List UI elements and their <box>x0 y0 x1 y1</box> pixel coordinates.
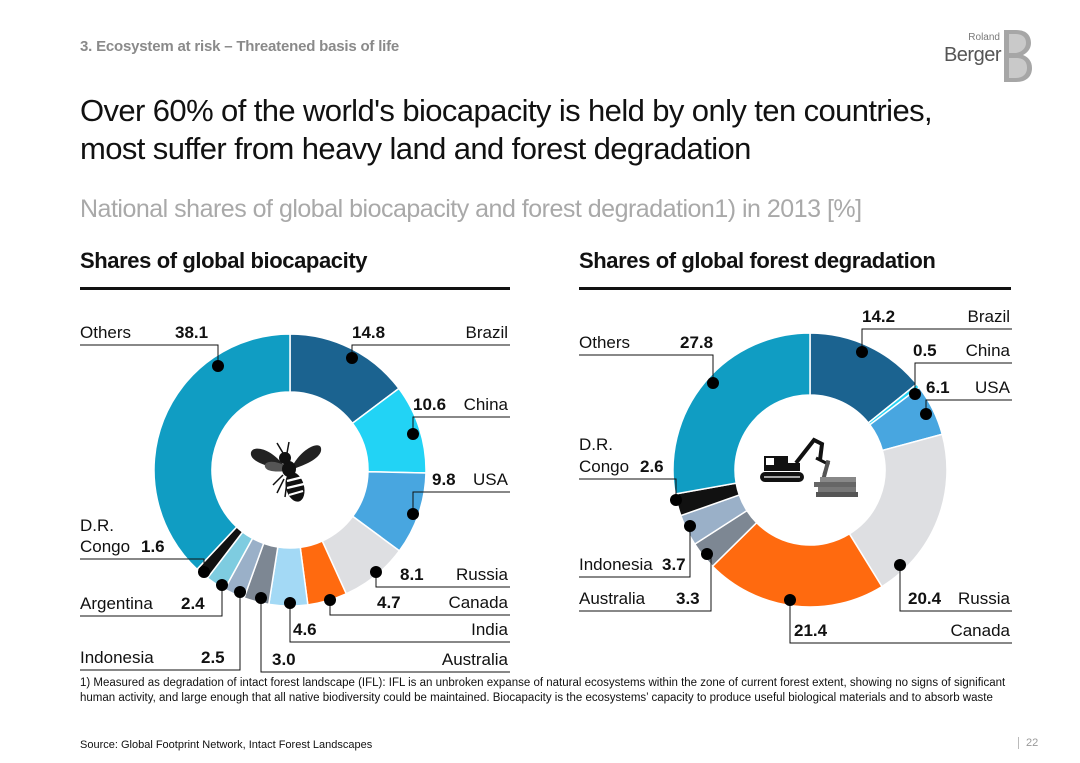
marker-argentina <box>216 579 228 591</box>
label-india: India <box>471 620 508 639</box>
marker-indonesia-deg <box>684 520 696 532</box>
value-australia: 3.0 <box>272 650 296 669</box>
label-dr-congo-line1: D.R. <box>80 516 114 535</box>
value-others-deg: 27.8 <box>680 333 713 352</box>
leader-argentina <box>80 585 223 617</box>
label-australia: Australia <box>442 650 509 669</box>
value-usa-deg: 6.1 <box>926 378 950 397</box>
value-russia: 8.1 <box>400 565 424 584</box>
slice-others <box>153 333 291 571</box>
right-chart-rule <box>579 287 1011 290</box>
page-title: Over 60% of the world's biocapacity is h… <box>80 93 933 166</box>
excavator-icon <box>760 437 858 497</box>
marker-indonesia <box>234 586 246 598</box>
label-indonesia: Indonesia <box>80 648 154 667</box>
marker-dr-congo-deg <box>670 494 682 506</box>
forest-degradation-donut-chart: Others 27.8 14.2 Brazil 0.5 China 6.1 USA 20.4 Ru… <box>579 307 1012 644</box>
left-chart-rule <box>80 287 510 290</box>
value-dr-congo: 1.6 <box>141 537 165 556</box>
marker-australia <box>255 592 267 604</box>
label-brazil-deg: Brazil <box>967 307 1010 326</box>
label-usa-deg: USA <box>975 378 1011 397</box>
label-brazil: Brazil <box>465 323 508 342</box>
value-indonesia: 2.5 <box>201 648 225 667</box>
label-indonesia-deg: Indonesia <box>579 555 653 574</box>
logo-text-berger: Berger <box>943 44 1002 66</box>
value-india: 4.6 <box>293 620 317 639</box>
marker-russia-deg <box>894 559 906 571</box>
section-label: 3. Ecosystem at risk – Threatened basis … <box>80 38 400 55</box>
marker-russia <box>370 566 382 578</box>
value-brazil-deg: 14.2 <box>862 307 895 326</box>
roland-berger-logo: Roland Berger <box>944 28 1032 86</box>
label-russia: Russia <box>456 565 509 584</box>
leader-indonesia <box>80 592 241 671</box>
page-number: 22 <box>1018 737 1038 749</box>
leader-india <box>289 603 510 643</box>
page-subtitle: National shares of global biocapacity an… <box>80 195 862 223</box>
marker-canada <box>324 594 336 606</box>
leader-canada-deg <box>789 600 1012 644</box>
leader-australia-deg <box>579 554 712 612</box>
label-others-deg: Others <box>579 333 630 352</box>
marker-brazil-deg <box>856 346 868 358</box>
label-dr-congo-deg-line2: Congo <box>579 457 629 476</box>
marker-india <box>284 597 296 609</box>
source-note: Source: Global Footprint Network, Intact… <box>80 739 373 751</box>
label-dr-congo-deg-line1: D.R. <box>579 435 613 454</box>
leader-usa-deg <box>925 399 1012 414</box>
label-usa: USA <box>473 470 509 489</box>
slice-canada <box>711 521 883 608</box>
marker-others-deg <box>707 377 719 389</box>
biocapacity-donut-chart: Others 38.1 14.8 Brazil 10.6 China 9.8 USA 8.1 Ru… <box>80 323 510 673</box>
label-argentina: Argentina <box>80 594 153 613</box>
leader-others-deg <box>579 354 714 383</box>
leader-usa <box>412 491 510 514</box>
marker-australia-deg <box>701 548 713 560</box>
leader-others <box>80 344 219 366</box>
marker-others <box>212 360 224 372</box>
marker-china-deg <box>909 388 921 400</box>
marker-china <box>407 428 419 440</box>
leader-dr-congo-deg <box>579 478 677 497</box>
label-others: Others <box>80 323 131 342</box>
marker-canada-deg <box>784 594 796 606</box>
label-canada: Canada <box>448 593 508 612</box>
right-chart-title: Shares of global forest degradation <box>579 248 936 273</box>
leader-australia <box>260 598 510 673</box>
value-china: 10.6 <box>413 395 446 414</box>
value-dr-congo-deg: 2.6 <box>640 457 664 476</box>
leader-china-deg <box>914 362 1012 394</box>
value-indonesia-deg: 3.7 <box>662 555 686 574</box>
value-canada-deg: 21.4 <box>794 621 828 640</box>
leader-russia-deg <box>899 565 1012 612</box>
left-chart-title: Shares of global biocapacity <box>80 248 368 273</box>
slice-others <box>672 332 811 495</box>
value-usa: 9.8 <box>432 470 456 489</box>
marker-brazil <box>346 352 358 364</box>
value-china-deg: 0.5 <box>913 341 937 360</box>
value-russia-deg: 20.4 <box>908 589 942 608</box>
logo-text-roland: Roland <box>968 32 1000 43</box>
label-china-deg: China <box>966 341 1011 360</box>
value-brazil: 14.8 <box>352 323 385 342</box>
value-argentina: 2.4 <box>181 594 205 613</box>
marker-dr-congo <box>198 566 210 578</box>
marker-usa <box>407 508 419 520</box>
label-china: China <box>464 395 509 414</box>
marker-usa-deg <box>920 408 932 420</box>
value-others: 38.1 <box>175 323 208 342</box>
label-dr-congo-line2: Congo <box>80 537 130 556</box>
value-canada: 4.7 <box>377 593 401 612</box>
leader-brazil-deg <box>861 328 1012 352</box>
slice-russia <box>848 433 948 588</box>
label-australia-deg: Australia <box>579 589 646 608</box>
value-australia-deg: 3.3 <box>676 589 700 608</box>
bee-icon <box>250 441 322 502</box>
leader-indonesia-deg <box>579 526 691 578</box>
logo-b-icon <box>1004 30 1032 82</box>
label-canada-deg: Canada <box>950 621 1010 640</box>
footnote: 1) Measured as degradation of intact for… <box>80 677 1006 704</box>
label-russia-deg: Russia <box>958 589 1011 608</box>
